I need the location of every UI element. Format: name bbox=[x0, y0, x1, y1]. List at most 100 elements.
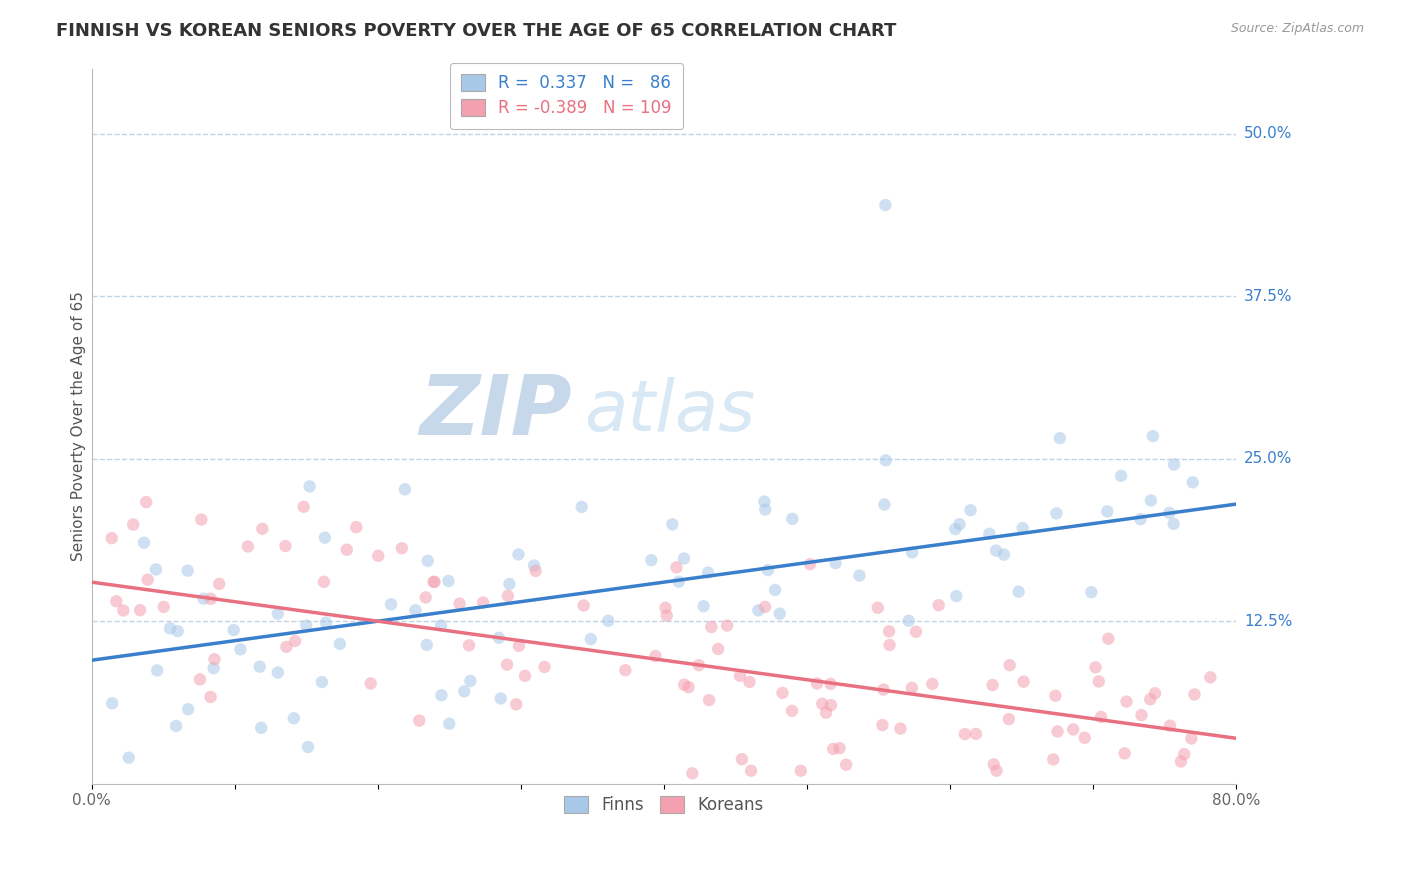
Point bbox=[965, 727, 987, 741]
Point bbox=[1062, 723, 1084, 737]
Point bbox=[422, 574, 444, 589]
Point bbox=[1129, 512, 1152, 526]
Point bbox=[875, 198, 897, 212]
Point bbox=[993, 548, 1015, 562]
Point bbox=[692, 599, 714, 614]
Point bbox=[1170, 755, 1192, 769]
Text: FINNISH VS KOREAN SENIORS POVERTY OVER THE AGE OF 65 CORRELATION CHART: FINNISH VS KOREAN SENIORS POVERTY OVER T… bbox=[56, 22, 897, 40]
Point bbox=[274, 539, 297, 553]
Point bbox=[986, 764, 1008, 778]
Point bbox=[283, 711, 305, 725]
Point bbox=[943, 522, 966, 536]
Point bbox=[828, 741, 851, 756]
Point bbox=[200, 591, 222, 606]
Point bbox=[249, 659, 271, 673]
Point bbox=[579, 632, 602, 646]
Point bbox=[1087, 674, 1109, 689]
Point bbox=[820, 677, 842, 691]
Point bbox=[945, 589, 967, 603]
Point bbox=[790, 764, 813, 778]
Point bbox=[250, 721, 273, 735]
Point bbox=[295, 618, 318, 632]
Point bbox=[166, 624, 188, 639]
Point bbox=[772, 686, 794, 700]
Point bbox=[488, 631, 510, 645]
Point bbox=[312, 574, 335, 589]
Point bbox=[1181, 475, 1204, 490]
Point bbox=[533, 660, 555, 674]
Point bbox=[806, 676, 828, 690]
Point bbox=[820, 698, 842, 712]
Point bbox=[391, 541, 413, 556]
Point bbox=[979, 526, 1001, 541]
Point bbox=[1042, 752, 1064, 766]
Point bbox=[780, 704, 803, 718]
Point bbox=[754, 599, 776, 614]
Point bbox=[688, 658, 710, 673]
Point bbox=[747, 603, 769, 617]
Point bbox=[1163, 516, 1185, 531]
Text: 50.0%: 50.0% bbox=[1244, 126, 1292, 141]
Point bbox=[769, 607, 792, 621]
Point bbox=[866, 600, 889, 615]
Point bbox=[367, 549, 389, 563]
Point bbox=[983, 757, 1005, 772]
Point bbox=[678, 680, 700, 694]
Point bbox=[449, 597, 471, 611]
Point bbox=[222, 623, 245, 637]
Point bbox=[1045, 689, 1067, 703]
Point bbox=[204, 652, 226, 666]
Point bbox=[1097, 504, 1119, 518]
Point bbox=[101, 696, 124, 710]
Point bbox=[496, 657, 519, 672]
Point bbox=[505, 698, 527, 712]
Text: ZIP: ZIP bbox=[419, 371, 572, 452]
Point bbox=[1109, 468, 1132, 483]
Point bbox=[177, 702, 200, 716]
Point bbox=[496, 589, 519, 603]
Point bbox=[136, 573, 159, 587]
Point bbox=[835, 757, 858, 772]
Text: atlas: atlas bbox=[583, 377, 755, 446]
Point bbox=[661, 517, 683, 532]
Point bbox=[959, 503, 981, 517]
Point bbox=[904, 624, 927, 639]
Point bbox=[731, 752, 754, 766]
Point bbox=[1011, 521, 1033, 535]
Point bbox=[404, 603, 426, 617]
Point bbox=[697, 566, 720, 580]
Point bbox=[430, 689, 453, 703]
Point bbox=[193, 591, 215, 606]
Point bbox=[229, 642, 252, 657]
Point bbox=[380, 597, 402, 611]
Point bbox=[508, 639, 530, 653]
Point bbox=[489, 691, 512, 706]
Point bbox=[756, 563, 779, 577]
Text: 12.5%: 12.5% bbox=[1244, 614, 1292, 629]
Point bbox=[1163, 458, 1185, 472]
Point bbox=[655, 608, 678, 623]
Point bbox=[665, 560, 688, 574]
Point bbox=[571, 500, 593, 514]
Point bbox=[1045, 507, 1067, 521]
Point bbox=[267, 607, 290, 621]
Point bbox=[498, 577, 520, 591]
Point bbox=[824, 556, 846, 570]
Point bbox=[236, 540, 259, 554]
Point bbox=[292, 500, 315, 514]
Point bbox=[754, 494, 776, 508]
Point bbox=[799, 557, 821, 571]
Point bbox=[284, 634, 307, 648]
Point bbox=[439, 716, 461, 731]
Point bbox=[298, 479, 321, 493]
Point bbox=[814, 706, 837, 720]
Point bbox=[728, 669, 751, 683]
Point bbox=[614, 663, 637, 677]
Point bbox=[267, 665, 290, 680]
Point bbox=[146, 664, 169, 678]
Legend: Finns, Koreans: Finns, Koreans bbox=[553, 784, 775, 825]
Point bbox=[336, 542, 359, 557]
Point bbox=[122, 517, 145, 532]
Point bbox=[394, 483, 416, 497]
Point bbox=[1144, 686, 1167, 700]
